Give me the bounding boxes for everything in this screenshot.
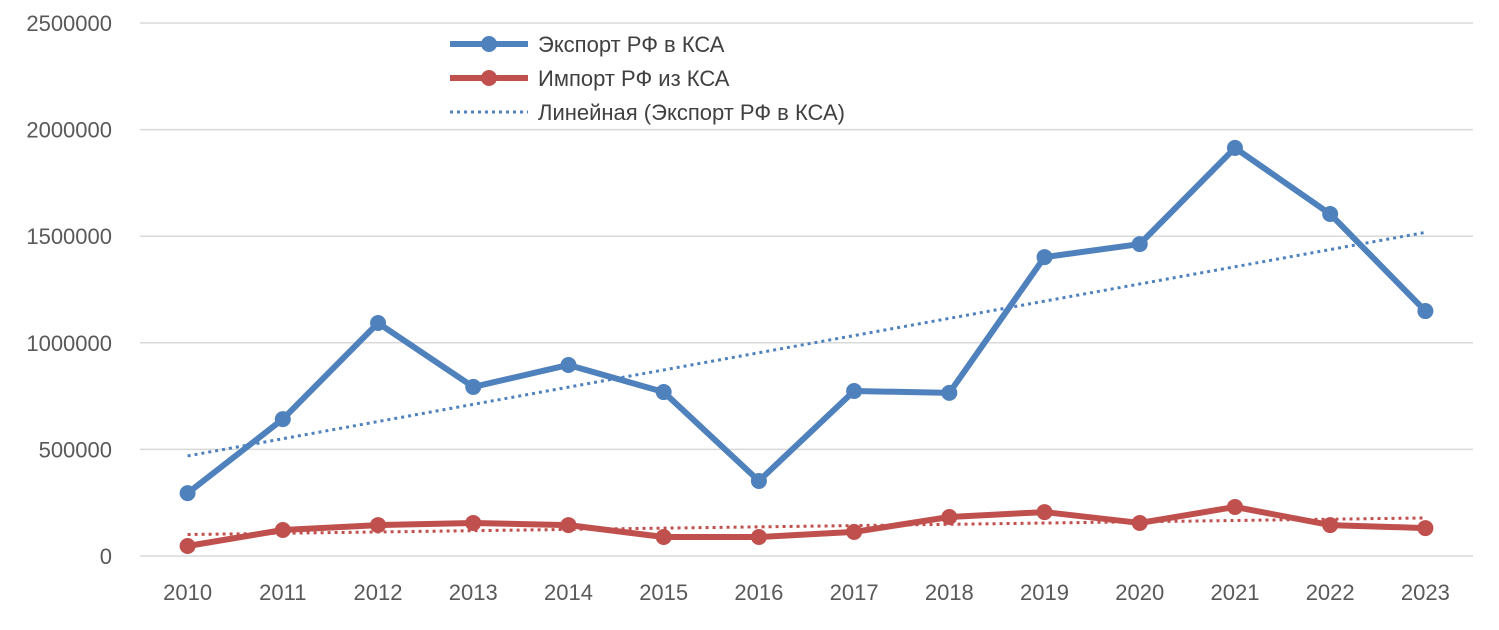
data-point <box>179 537 196 554</box>
data-point <box>655 529 672 546</box>
data-point <box>750 529 767 546</box>
data-point <box>941 508 958 525</box>
y-tick-label: 2500000 <box>26 11 112 36</box>
data-point <box>465 378 482 395</box>
x-tick-label: 2011 <box>259 580 306 605</box>
data-point <box>655 384 672 401</box>
data-point <box>465 514 482 531</box>
x-tick-label: 2021 <box>1210 580 1259 605</box>
x-tick-label: 2014 <box>544 580 593 605</box>
data-point <box>560 356 577 373</box>
y-tick-label: 500000 <box>39 437 112 462</box>
legend-label-import: Импорт РФ из КСА <box>538 66 730 91</box>
y-tick-label: 2000000 <box>26 118 112 143</box>
data-point <box>1417 303 1434 320</box>
trendlines <box>187 230 1426 537</box>
data-point <box>1131 236 1148 253</box>
data-point <box>1036 504 1053 521</box>
data-point <box>274 411 291 428</box>
data-point <box>560 517 577 534</box>
data-point <box>846 523 863 540</box>
legend-label-export: Экспорт РФ в КСА <box>538 32 725 57</box>
data-point <box>1322 517 1339 534</box>
y-axis-ticks: 0 500000 1000000 1500000 2000000 2500000 <box>26 11 112 569</box>
series-lines <box>179 139 1434 554</box>
x-tick-label: 2013 <box>449 580 498 605</box>
data-point <box>750 472 767 489</box>
trendline <box>187 230 1426 458</box>
data-point <box>941 384 958 401</box>
legend-marker-export <box>481 36 497 52</box>
x-tick-label: 2020 <box>1115 580 1164 605</box>
x-tick-label: 2017 <box>830 580 879 605</box>
data-point <box>1322 206 1339 223</box>
legend-marker-import <box>481 70 497 86</box>
legend-label-trend: Линейная (Экспорт РФ в КСА) <box>538 100 845 125</box>
y-tick-label: 1500000 <box>26 224 112 249</box>
x-tick-label: 2019 <box>1020 580 1069 605</box>
data-point <box>846 382 863 399</box>
data-point <box>1131 514 1148 531</box>
series-line-0 <box>185 144 1428 496</box>
x-tick-label: 2010 <box>163 580 212 605</box>
data-point <box>370 314 387 331</box>
data-point <box>370 517 387 534</box>
x-tick-label: 2023 <box>1401 580 1450 605</box>
data-point <box>1036 249 1053 266</box>
data-point <box>1226 498 1243 515</box>
x-axis-ticks: 2010 2011 2012 2013 2014 2015 2016 2017 2018 2019… <box>163 580 1450 605</box>
legend: Экспорт РФ в КСА Импорт РФ из КСА Линейн… <box>450 32 845 125</box>
series-line-1 <box>187 503 1426 549</box>
y-tick-label: 0 <box>100 544 112 569</box>
x-tick-label: 2016 <box>734 580 783 605</box>
data-point <box>179 485 196 502</box>
x-tick-label: 2022 <box>1306 580 1355 605</box>
data-point <box>274 521 291 538</box>
y-tick-label: 1000000 <box>26 331 112 356</box>
x-tick-label: 2018 <box>925 580 974 605</box>
x-tick-label: 2015 <box>639 580 688 605</box>
trendline <box>187 516 1426 537</box>
x-tick-label: 2012 <box>354 580 403 605</box>
data-point <box>1226 139 1243 156</box>
data-point <box>1417 520 1434 537</box>
